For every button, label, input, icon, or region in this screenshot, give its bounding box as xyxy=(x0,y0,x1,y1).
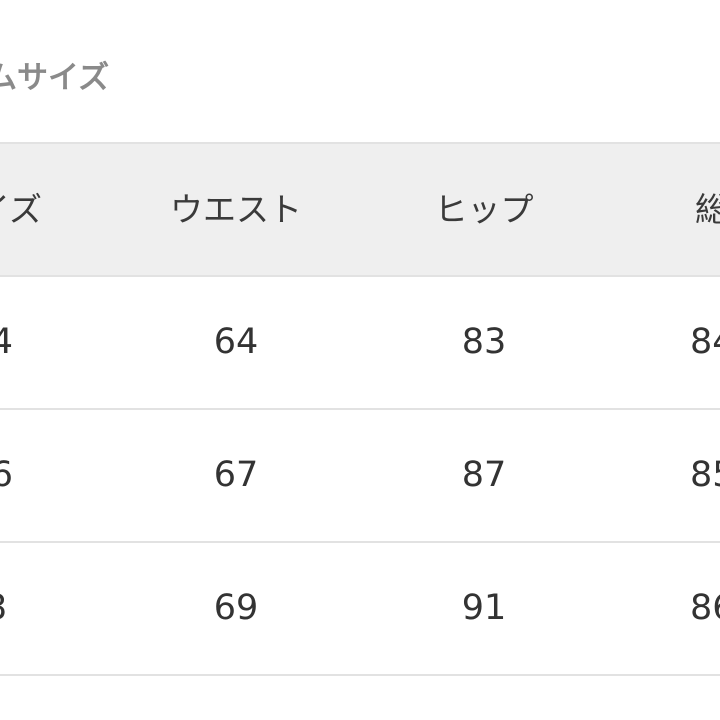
cell-size: 8 xyxy=(0,543,7,674)
cell-size: 6 xyxy=(0,455,13,495)
cell-waist: 69 xyxy=(213,588,259,628)
cell-length: 84 xyxy=(690,322,720,362)
cell-waist: 67 xyxy=(213,455,259,495)
cell-hip: 91 xyxy=(461,588,507,628)
table-row: 4 64 83 84 xyxy=(0,277,720,410)
header-size: イズ xyxy=(0,190,42,229)
cell-hip: 83 xyxy=(461,322,507,362)
table-header-row: イズ ウエスト ヒップ 総 xyxy=(0,142,720,277)
cell-length: 85 xyxy=(690,455,720,495)
header-length: 総 xyxy=(695,190,720,229)
cell-length: 86 xyxy=(690,588,720,628)
header-hip: ヒップ xyxy=(434,190,534,229)
cell-waist: 64 xyxy=(213,322,259,362)
header-waist: ウエスト xyxy=(170,190,302,229)
table-row: 8 69 91 86 xyxy=(0,543,720,676)
cell-hip: 87 xyxy=(461,455,507,495)
section-title: ムサイズ xyxy=(0,60,110,96)
table-row: 6 67 87 85 xyxy=(0,410,720,543)
size-table: イズ ウエスト ヒップ 総 4 64 83 84 6 67 87 85 8 69… xyxy=(0,142,720,676)
cell-size: 4 xyxy=(0,322,13,362)
